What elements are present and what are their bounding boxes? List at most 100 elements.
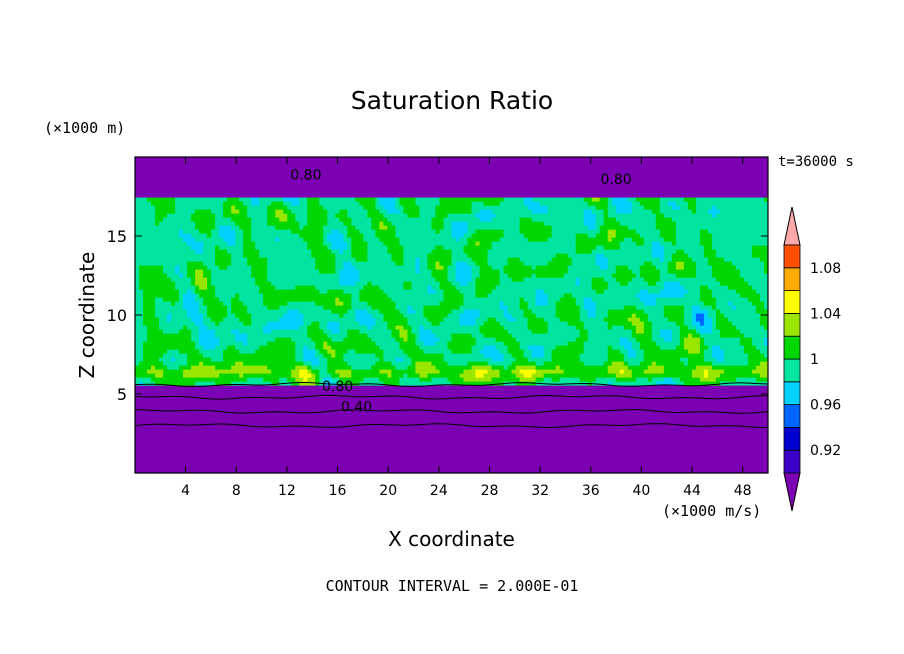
field-cell <box>151 377 248 382</box>
field-cell <box>427 257 453 262</box>
field-cell <box>607 365 629 370</box>
field-cell <box>655 213 665 218</box>
field-cell <box>527 357 553 362</box>
field-cell <box>663 309 685 314</box>
field-cell <box>679 205 689 210</box>
field-cell <box>175 269 180 274</box>
field-cell <box>227 241 236 246</box>
y-axis-units: (×1000 m) <box>44 119 126 137</box>
field-cell <box>135 261 188 266</box>
field-cell <box>687 349 701 354</box>
field-cell <box>335 269 340 274</box>
field-cell <box>411 361 417 366</box>
field-cell <box>627 225 657 230</box>
field-cell <box>143 353 164 358</box>
field-cell <box>515 365 537 370</box>
field-cell <box>631 313 637 318</box>
field-cell <box>235 237 244 242</box>
field-cell <box>547 321 569 326</box>
field-cell <box>187 261 204 266</box>
field-cell <box>319 269 336 274</box>
field-cell <box>611 345 625 350</box>
field-cell <box>755 365 768 370</box>
field-cell <box>519 217 533 222</box>
field-cell <box>655 361 685 366</box>
field-cell <box>227 305 232 310</box>
field-cell <box>395 337 405 342</box>
field-cell <box>287 377 296 382</box>
field-cell <box>139 277 172 282</box>
field-cell <box>467 221 521 226</box>
field-cell <box>307 217 328 222</box>
field-cell <box>135 305 144 310</box>
field-cell <box>163 269 176 274</box>
field-cell <box>623 237 633 242</box>
field-cell <box>219 373 240 378</box>
field-cell <box>643 321 653 326</box>
field-cell <box>299 233 324 238</box>
x-tick-label: 40 <box>632 483 650 499</box>
field-cell <box>491 377 521 382</box>
field-cell <box>663 281 681 286</box>
field-cell <box>463 233 473 238</box>
field-cell <box>655 341 681 346</box>
field-cell <box>135 333 148 338</box>
field-cell <box>271 201 284 206</box>
field-cell <box>467 281 477 286</box>
field-cell <box>351 301 368 306</box>
field-cell <box>575 297 585 302</box>
field-cell <box>631 369 645 374</box>
field-cell <box>711 325 717 330</box>
field-cell <box>763 261 768 266</box>
field-cell <box>307 325 320 330</box>
field-cell <box>239 373 244 378</box>
field-cell <box>551 225 589 230</box>
colorbar-bin <box>783 267 801 291</box>
field-cell <box>215 213 224 218</box>
field-cell <box>351 365 372 370</box>
field-cell <box>651 377 665 382</box>
field-cell <box>667 265 677 270</box>
field-cell <box>579 333 589 338</box>
field-cell <box>395 305 409 310</box>
field-cell <box>299 381 316 386</box>
field-cell <box>179 289 188 294</box>
field-cell <box>351 221 372 226</box>
field-cell <box>487 293 537 298</box>
field-cell <box>351 261 397 266</box>
field-cell <box>491 209 533 214</box>
field-cell <box>507 273 533 278</box>
field-cell <box>471 233 505 238</box>
field-cell <box>495 213 585 218</box>
field-cell <box>147 329 164 334</box>
field-cell <box>307 345 316 350</box>
field-cell <box>711 237 768 242</box>
field-cell <box>491 357 505 362</box>
field-cell <box>451 349 473 354</box>
field-cell <box>243 233 252 238</box>
field-cell <box>679 341 685 346</box>
field-cell <box>727 317 761 322</box>
field-cell <box>231 257 248 262</box>
field-cell <box>459 289 477 294</box>
field-cell <box>607 325 613 330</box>
field-cell <box>231 301 244 306</box>
field-cell <box>691 369 705 374</box>
field-cell <box>587 329 633 334</box>
field-cell <box>315 301 336 306</box>
field-cell <box>443 297 465 302</box>
field-cell <box>639 317 649 322</box>
field-cell <box>643 325 653 330</box>
field-cell <box>195 345 204 350</box>
field-cell <box>715 313 725 318</box>
field-cell <box>715 357 725 362</box>
field-cell <box>723 353 749 358</box>
field-cell <box>163 297 180 302</box>
field-cell <box>383 317 409 322</box>
field-cell <box>267 261 316 266</box>
y-tick-label: 5 <box>117 385 127 404</box>
field-cell <box>387 373 393 378</box>
field-cell <box>267 269 320 274</box>
field-cell <box>339 269 360 274</box>
field-cell <box>635 329 645 334</box>
